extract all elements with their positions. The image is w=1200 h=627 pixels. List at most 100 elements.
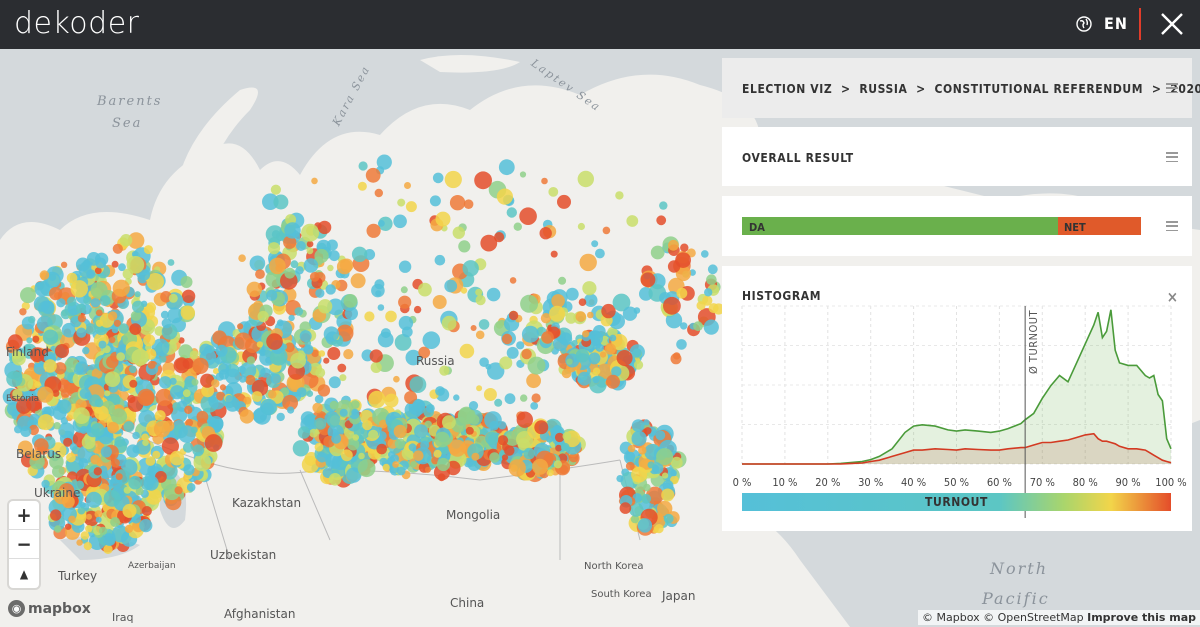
polling-station-dot	[565, 312, 577, 324]
polling-station-dot	[211, 379, 220, 388]
country-label-afghanistan: Afghanistan	[224, 607, 296, 621]
overall-menu-icon[interactable]	[1166, 152, 1178, 163]
polling-station-dot	[255, 269, 265, 279]
polling-station-dot	[331, 433, 342, 444]
polling-station-dot	[504, 445, 515, 456]
attribution-improve[interactable]: Improve this map	[1087, 611, 1196, 624]
country-label-ukraine: Ukraine	[34, 486, 81, 500]
polling-station-dot	[196, 410, 209, 423]
series-line-da	[742, 309, 1172, 465]
polling-station-dot	[434, 431, 451, 448]
polling-station-dot	[643, 419, 650, 426]
result-menu-icon[interactable]	[1166, 221, 1178, 232]
polling-station-dot	[90, 298, 101, 308]
attribution-osm[interactable]: © OpenStreetMap	[983, 611, 1084, 624]
polling-station-dot	[631, 430, 647, 447]
polling-station-dot	[531, 393, 541, 403]
polling-station-dot	[615, 191, 624, 200]
polling-station-dot	[548, 187, 559, 197]
polling-station-dot	[76, 539, 83, 546]
polling-station-dot	[393, 424, 407, 438]
polling-station-dot	[104, 390, 111, 397]
polling-station-dot	[546, 469, 554, 477]
polling-station-dot	[376, 443, 388, 455]
globe-icon[interactable]	[1076, 16, 1092, 32]
polling-station-dot	[625, 451, 636, 462]
polling-station-dot	[376, 154, 392, 170]
polling-station-dot	[328, 250, 340, 262]
polling-station-dot	[314, 394, 324, 404]
histogram-close-icon[interactable]: ×	[1166, 288, 1178, 306]
mapbox-logo[interactable]: ◉ mapbox	[8, 600, 91, 617]
polling-station-dot	[55, 344, 69, 358]
da-segment[interactable]: DA	[742, 217, 1058, 235]
x-tick-label: 30 %	[858, 476, 883, 489]
mean-turnout-label: Ø TURNOUT	[1027, 309, 1040, 374]
polling-station-dot	[566, 358, 573, 365]
polling-station-dot	[158, 376, 172, 389]
polling-station-dot	[650, 245, 665, 260]
polling-station-dot	[575, 348, 590, 363]
polling-station-dot	[301, 223, 320, 242]
x-tick-label: 40 %	[901, 476, 926, 489]
result-bar[interactable]: DA NET	[742, 217, 1141, 235]
polling-station-dot	[184, 405, 193, 414]
x-tick-label: 70 %	[1030, 476, 1055, 489]
zoom-in-button[interactable]: +	[9, 501, 39, 530]
polling-station-dot	[190, 426, 198, 434]
dekoder-logo[interactable]: dekoder	[14, 6, 140, 41]
polling-station-dot	[611, 366, 622, 377]
polling-station-dot	[475, 288, 483, 296]
polling-station-dot	[501, 333, 513, 345]
polling-station-dot	[295, 266, 304, 275]
polling-station-dot	[701, 250, 709, 258]
polling-station-dot	[478, 319, 490, 330]
polling-station-dot	[129, 365, 137, 374]
language-selector[interactable]: EN	[1104, 14, 1128, 33]
polling-station-dot	[607, 326, 618, 338]
breadcrumb-menu-icon[interactable]	[1166, 83, 1178, 94]
polling-station-dot	[6, 370, 23, 387]
result-bar-panel: DA NET	[722, 196, 1192, 256]
polling-station-dot	[91, 368, 103, 379]
polling-station-dot	[442, 415, 456, 430]
polling-station-dot	[169, 450, 185, 466]
compass-button[interactable]: ▲	[19, 566, 29, 581]
polling-station-dot	[265, 270, 283, 288]
polling-station-dot	[434, 254, 446, 266]
polling-station-dot	[369, 349, 383, 363]
close-icon[interactable]	[1158, 10, 1186, 38]
polling-station-dot	[266, 289, 278, 301]
zoom-out-button[interactable]: −	[9, 530, 39, 559]
attribution-mapbox[interactable]: © Mapbox	[922, 611, 980, 624]
polling-station-dot	[180, 305, 195, 320]
polling-station-dot	[592, 325, 606, 338]
polling-station-dot	[66, 272, 78, 284]
breadcrumb[interactable]: ELECTION VIZ > RUSSIA > CONSTITUTIONAL R…	[742, 82, 1200, 96]
polling-station-dot	[183, 464, 195, 476]
polling-station-dot	[98, 340, 107, 349]
polling-station-dot	[408, 443, 417, 452]
histogram-chart[interactable]: Ø TURNOUT 0 % 10 % 20 % 30 % 40 % 50 % 60 % 70 %…	[722, 266, 1192, 531]
polling-station-dot	[435, 386, 445, 396]
polling-station-dot	[64, 523, 72, 530]
polling-station-dot	[384, 393, 399, 408]
polling-station-dot	[630, 515, 640, 524]
polling-station-dot	[476, 385, 483, 392]
polling-station-dot	[497, 435, 509, 446]
polling-station-dot	[85, 525, 93, 533]
polling-station-dot	[582, 330, 590, 338]
polling-station-dot	[346, 467, 362, 483]
polling-station-dot	[33, 295, 50, 312]
polling-station-dot	[161, 318, 172, 329]
polling-station-dot	[282, 394, 298, 411]
polling-station-dot	[284, 222, 301, 239]
polling-station-dot	[398, 315, 414, 331]
polling-station-dot	[632, 348, 642, 358]
polling-station-dot	[200, 373, 215, 388]
polling-station-dots[interactable]	[0, 49, 1200, 627]
polling-station-dot	[343, 294, 358, 308]
polling-station-dot	[269, 257, 286, 275]
net-segment[interactable]: NET	[1058, 217, 1141, 235]
polling-station-dot	[703, 319, 719, 335]
